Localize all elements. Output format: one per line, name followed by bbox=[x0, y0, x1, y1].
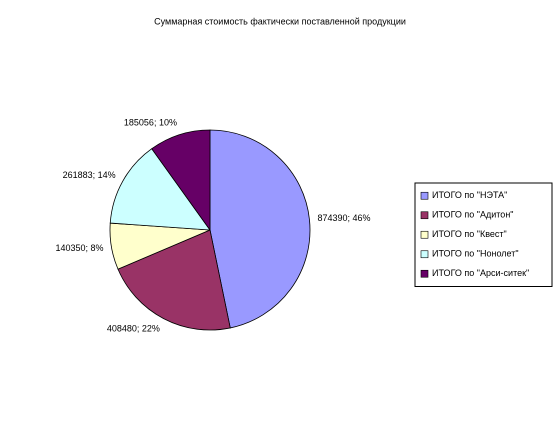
chart-title: Суммарная стоимость фактически поставлен… bbox=[154, 16, 406, 26]
pie-slice bbox=[151, 129, 211, 232]
legend-swatch bbox=[420, 191, 429, 200]
legend-label: ИТОГО по "Арси-ситек" bbox=[432, 268, 529, 278]
legend-swatch bbox=[420, 269, 429, 278]
legend-box bbox=[414, 182, 553, 287]
data-label: 408480; 22% bbox=[107, 324, 160, 334]
legend-label: ИТОГО по "Адитон" bbox=[432, 210, 513, 220]
legend-label: ИТОГО по "Нонолет" bbox=[432, 249, 519, 259]
legend-label: ИТОГО по "Квест" bbox=[432, 229, 507, 239]
data-label: 140350; 8% bbox=[55, 243, 103, 253]
legend-swatch bbox=[420, 250, 429, 259]
pie-slice bbox=[209, 129, 311, 329]
data-label: 874390; 46% bbox=[317, 213, 370, 223]
data-label: 261883; 14% bbox=[63, 170, 116, 180]
pie-slice bbox=[117, 229, 231, 331]
pie-slice bbox=[109, 148, 211, 231]
legend-swatch bbox=[420, 230, 429, 239]
data-label: 185056; 10% bbox=[124, 118, 177, 128]
legend-label: ИТОГО по "НЭТА" bbox=[432, 190, 507, 200]
legend-swatch bbox=[420, 211, 429, 220]
